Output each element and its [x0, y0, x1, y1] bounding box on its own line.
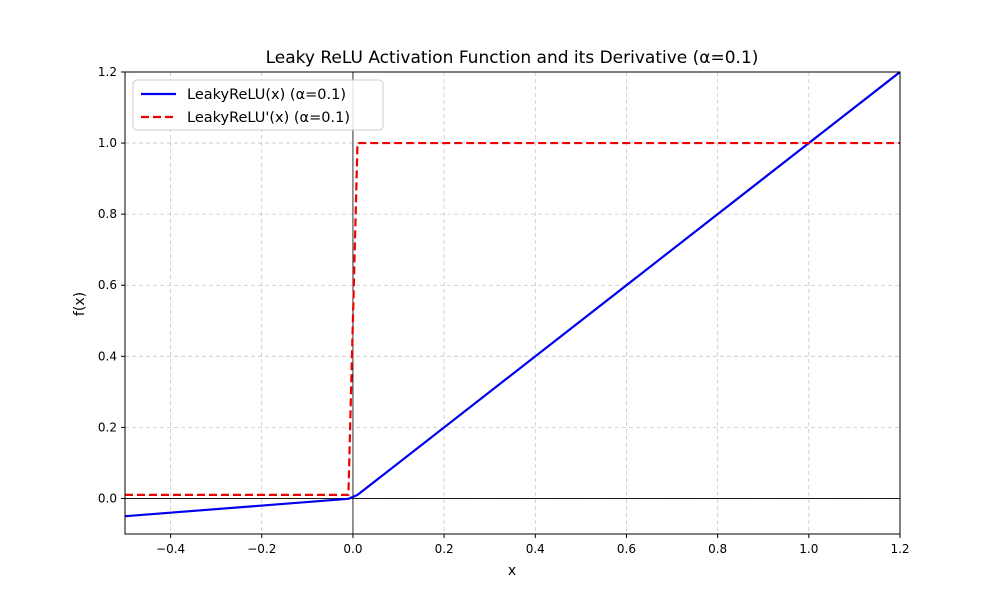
x-tick-label: 0.8 [708, 542, 727, 556]
x-tick-label: −0.2 [247, 542, 276, 556]
reference-lines [125, 72, 900, 534]
y-tick-label: 1.0 [98, 136, 117, 150]
y-tick-label: 1.2 [98, 65, 117, 79]
y-axis-label: f(x) [72, 292, 88, 316]
x-tick-label: 1.0 [799, 542, 818, 556]
series-layer [124, 71, 901, 518]
x-tick-label: 0.2 [435, 542, 454, 556]
x-tick-label: 0.0 [343, 542, 362, 556]
y-tick-label: 0.4 [98, 349, 117, 363]
plot-frame [124, 71, 901, 535]
grid [125, 71, 901, 534]
x-tick-label: 0.6 [617, 542, 636, 556]
x-axis-label: x [508, 563, 516, 579]
x-tick-label: 1.2 [890, 542, 909, 556]
legend-box [132, 79, 384, 131]
legend: LeakyReLU(x) (α=0.1) LeakyReLU'(x) (α=0.1… [132, 79, 384, 131]
x-tick-label: 0.4 [526, 542, 545, 556]
y-tick-label: 0.6 [98, 278, 117, 292]
x-axis-ticks: −0.4 −0.2 0.0 0.2 0.4 0.6 0.8 1.0 1.2 [156, 534, 910, 556]
legend-label-2: LeakyReLU'(x) (α=0.1) [187, 110, 350, 126]
legend-label-1: LeakyReLU(x) (α=0.1) [187, 87, 346, 103]
chart-title: Leaky ReLU Activation Function and its D… [266, 48, 759, 68]
x-tick-label: −0.4 [156, 542, 185, 556]
series-line-2 [125, 141, 900, 497]
y-axis-ticks: 0.0 0.2 0.4 0.6 0.8 1.0 1.2 [98, 65, 125, 505]
y-tick-label: 0.8 [98, 207, 117, 221]
y-tick-label: 0.2 [98, 420, 117, 434]
y-tick-label: 0.0 [98, 491, 117, 505]
series-line-1 [124, 71, 901, 518]
